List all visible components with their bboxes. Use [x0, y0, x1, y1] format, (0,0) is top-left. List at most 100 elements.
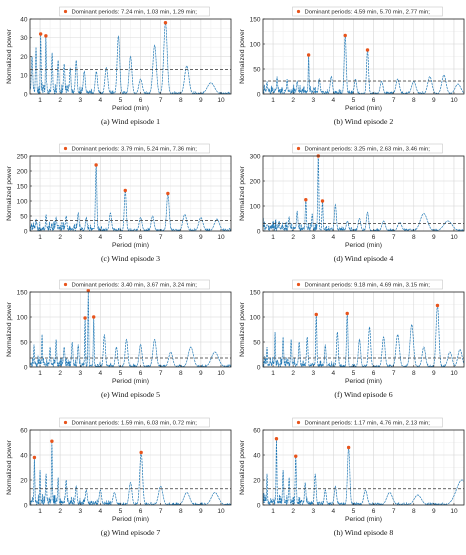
- y-tick-label: 0: [24, 228, 28, 235]
- y-tick-label: 200: [250, 178, 261, 185]
- x-tick-label: 5: [119, 370, 123, 377]
- y-tick-label: 100: [17, 314, 28, 321]
- y-tick-label: 60: [20, 427, 28, 434]
- legend-marker: [296, 282, 301, 287]
- y-tick-label: 20: [20, 477, 28, 484]
- x-tick-label: 6: [139, 508, 143, 515]
- dominant-peak-marker: [94, 163, 98, 167]
- x-axis-label: Period (min): [345, 378, 382, 385]
- x-tick-label: 3: [311, 97, 315, 104]
- axes-box: [29, 429, 232, 506]
- x-tick-label: 10: [217, 370, 225, 377]
- y-tick-label: 100: [250, 41, 261, 48]
- legend-box: [292, 6, 443, 17]
- y-tick-label: 300: [250, 153, 261, 160]
- x-tick-label: 10: [217, 508, 225, 515]
- y-axis-label: Normalized power: [6, 301, 13, 357]
- y-tick-label: 40: [253, 452, 261, 459]
- legend-marker: [296, 146, 301, 151]
- y-axis-label: Normalized power: [6, 165, 13, 221]
- x-tick-label: 2: [291, 234, 295, 241]
- dominant-peak-marker: [365, 48, 370, 52]
- x-tick-label: 6: [372, 97, 376, 104]
- x-tick-label: 5: [119, 97, 123, 104]
- y-tick-label: 40: [20, 452, 28, 459]
- y-tick-label: 30: [20, 35, 28, 42]
- periodogram-series: [263, 158, 464, 231]
- panel-caption: (e) Wind episode 5: [101, 390, 160, 399]
- panel-caption: (h) Wind episode 8: [334, 528, 394, 537]
- x-tick-label: 4: [99, 370, 103, 377]
- x-tick-label: 8: [412, 508, 416, 515]
- y-tick-label: 100: [250, 203, 261, 210]
- x-tick-label: 3: [78, 97, 82, 104]
- x-tick-label: 10: [450, 234, 458, 241]
- x-tick-label: 2: [58, 370, 62, 377]
- axes-box: [262, 155, 465, 232]
- x-tick-label: 2: [58, 234, 62, 241]
- y-tick-label: 100: [17, 198, 28, 205]
- y-tick-label: 50: [20, 213, 28, 220]
- legend-text: Dominant periods: 3.79 min, 5.24 min, 7.…: [72, 147, 198, 153]
- x-tick-label: 9: [199, 97, 203, 104]
- x-tick-label: 4: [332, 234, 336, 241]
- x-axis-label: Period (min): [345, 105, 382, 112]
- y-tick-label: 40: [20, 16, 28, 23]
- dominant-peak-marker: [435, 303, 440, 308]
- y-tick-label: 150: [17, 183, 28, 190]
- y-axis-label: Normalized power: [239, 165, 246, 221]
- x-tick-label: 1: [38, 370, 42, 377]
- x-tick-label: 9: [199, 508, 203, 515]
- x-tick-label: 9: [432, 370, 436, 377]
- dominant-peak-marker: [343, 33, 347, 38]
- x-tick-label: 7: [392, 508, 396, 515]
- y-axis-label: Normalized power: [239, 301, 246, 357]
- y-tick-label: 0: [257, 364, 261, 371]
- y-tick-label: 0: [24, 502, 28, 509]
- legend-text: Dominant periods: 4.59 min, 5.70 min, 2.…: [305, 10, 431, 16]
- x-tick-label: 8: [412, 234, 416, 241]
- chart-panel-1: 1 2 3 4 5 6 7 8 9 10 0 10 20 30 40 Period (min) Normaliz…: [6, 6, 232, 126]
- axes-box: [29, 291, 232, 368]
- x-tick-label: 3: [78, 508, 82, 515]
- dominant-peak-marker: [166, 191, 170, 196]
- x-tick-label: 3: [311, 234, 315, 241]
- x-tick-label: 3: [311, 370, 315, 377]
- y-tick-label: 0: [24, 91, 28, 98]
- legend-box: [59, 6, 210, 17]
- x-axis-label: Period (min): [112, 516, 149, 523]
- x-tick-label: 4: [99, 234, 103, 241]
- x-tick-label: 7: [392, 370, 396, 377]
- x-tick-label: 7: [159, 234, 163, 241]
- dominant-peak-marker: [304, 198, 308, 202]
- x-tick-label: 1: [38, 97, 42, 104]
- dominant-peak-marker: [314, 312, 318, 317]
- legend-text: Dominant periods: 3.40 min, 3.67 min, 3.…: [72, 283, 198, 289]
- legend-text: Dominant periods: 1.17 min, 4.76 min, 2.…: [305, 421, 431, 427]
- panel-caption: (b) Wind episode 2: [334, 117, 394, 126]
- y-tick-label: 0: [24, 364, 28, 371]
- x-tick-label: 10: [450, 508, 458, 515]
- x-tick-label: 3: [78, 234, 82, 241]
- x-tick-label: 9: [199, 370, 203, 377]
- dominant-peak-marker: [86, 288, 90, 293]
- x-tick-label: 3: [78, 370, 82, 377]
- y-tick-label: 0: [257, 502, 261, 509]
- dominant-peak-marker: [44, 34, 48, 38]
- periodogram-series: [263, 438, 464, 505]
- legend-box: [59, 143, 210, 154]
- axes-box: [29, 155, 232, 232]
- periodogram-series: [263, 35, 464, 94]
- x-axis-label: Period (min): [112, 105, 149, 112]
- legend-box: [292, 143, 443, 154]
- dominant-peak-marker: [306, 53, 311, 57]
- x-tick-label: 9: [432, 234, 436, 241]
- y-tick-label: 150: [17, 289, 28, 296]
- y-tick-label: 50: [253, 66, 261, 73]
- y-tick-label: 60: [253, 427, 261, 434]
- x-tick-label: 8: [179, 508, 183, 515]
- y-axis-label: Normalized power: [6, 28, 13, 84]
